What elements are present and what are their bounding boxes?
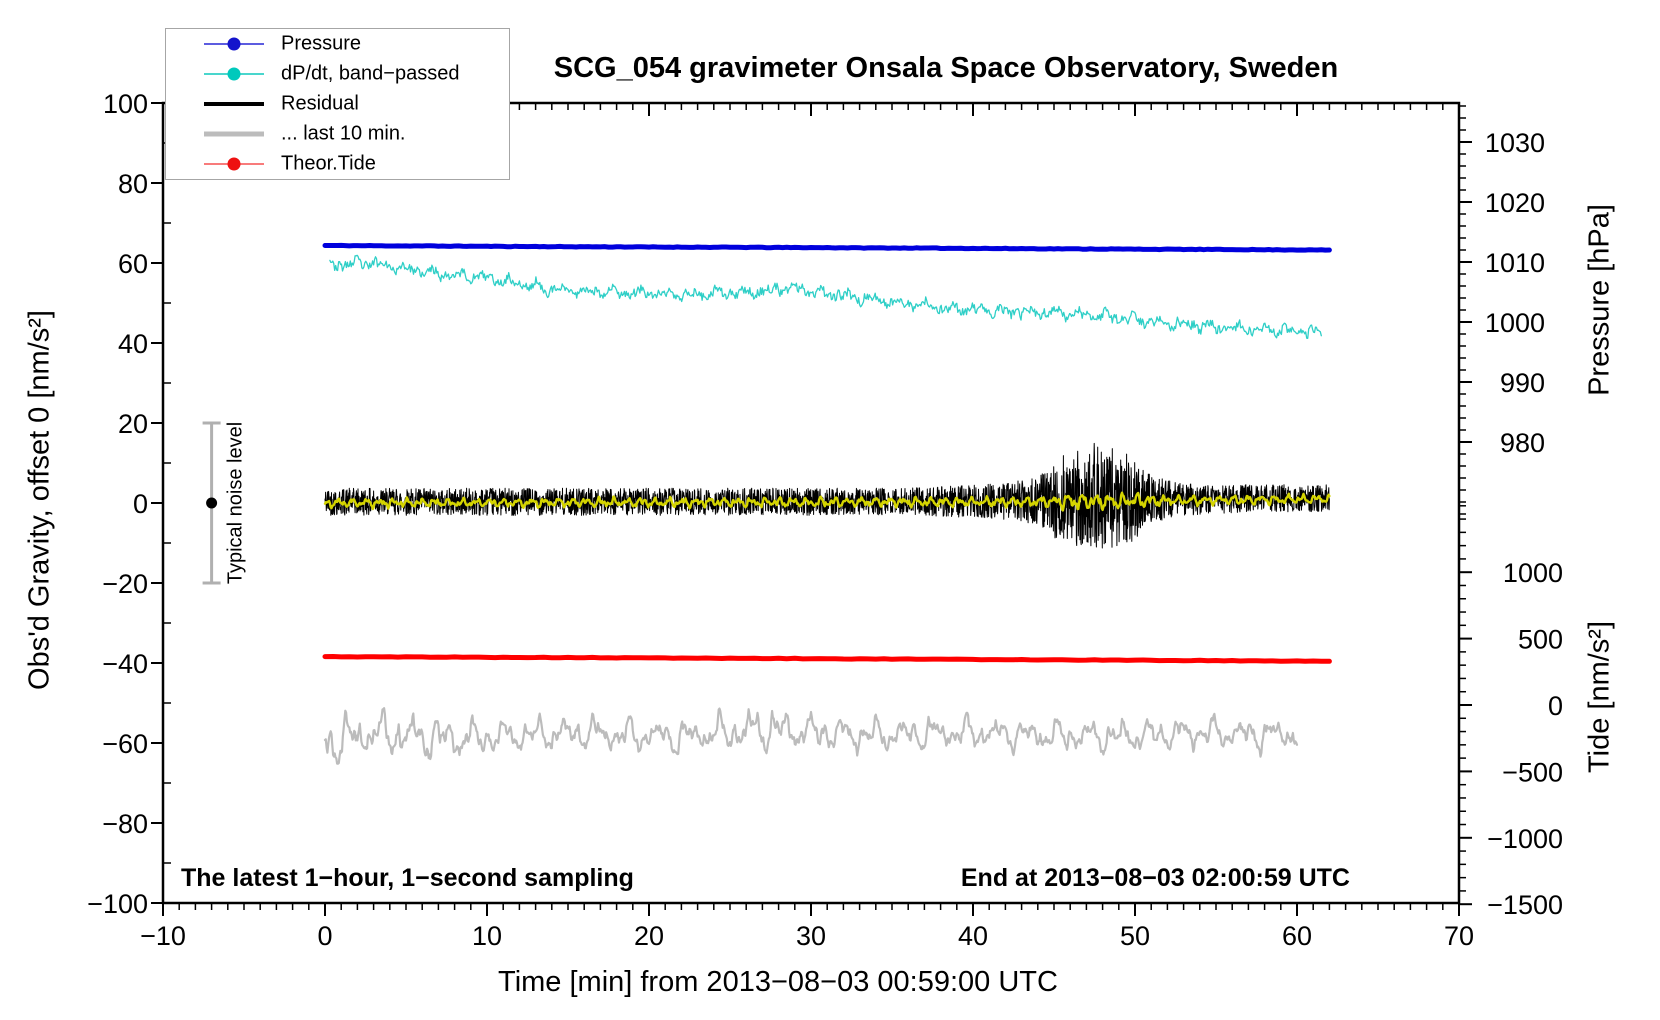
pressure-axis-label: Pressure [hPa] [1583,204,1616,396]
series-theor-tide [322,654,1332,664]
x-axis-label: Time [min] from 2013−08−03 00:59:00 UTC [498,966,1058,998]
legend-item-theortide: Theor.Tide [166,149,509,179]
x-tick-label: 60 [1282,921,1312,951]
legend-item-pressure: Pressure [166,29,509,59]
pressure-line-sample [204,29,264,59]
left-tick-label: −60 [102,729,148,759]
left-tick-label: 100 [103,89,148,119]
legend-item-dpdt: dP/dt, band−passed [166,59,509,89]
series-residual-smooth [323,491,1331,512]
x-tick-label: 70 [1444,921,1474,951]
sampling-note: The latest 1−hour, 1−second sampling [181,864,634,892]
left-tick-label: −80 [102,809,148,839]
x-tick-label: 50 [1120,921,1150,951]
legend-item-label: ... last 10 min. [281,122,406,145]
tide-axis-label: Tide [nm/s²] [1583,620,1616,774]
pressure-tick-label: 1020 [1485,188,1545,218]
legend-item-label: Residual [281,92,359,115]
tide-tick-label: −1000 [1487,824,1563,854]
legend-item-residual: Residual [166,89,509,119]
legend: Pressure dP/dt, band−passed Residual ...… [165,28,510,180]
pressure-tick-label: 980 [1500,428,1545,458]
tide-tick-label: −500 [1502,757,1563,787]
legend-item-label: dP/dt, band−passed [281,62,460,85]
left-axis-label: Obs'd Gravity, offset 0 [nm/s²] [23,310,56,690]
pressure-tick-label: 1010 [1485,248,1545,278]
left-tick-label: −100 [87,889,148,919]
x-tick-label: −10 [140,921,186,951]
left-tick-label: −40 [102,649,148,679]
plot-frame [161,101,1461,905]
residual-line-sample [204,89,264,119]
series-residual [324,442,1330,549]
dpdt-line-sample [204,59,264,89]
tide-tick-label: 1000 [1503,558,1563,588]
legend-item-label: Theor.Tide [281,152,376,175]
x-tick-label: 0 [317,921,332,951]
last10-line-sample [204,119,264,149]
series-dpdt-bandpassed [329,254,1322,340]
left-tick-label: 60 [118,249,148,279]
tide-tick-label: −1500 [1487,890,1563,920]
noise-bar-label: Typical noise level [224,421,247,585]
pressure-tick-label: 1030 [1485,128,1545,158]
x-tick-label: 40 [958,921,988,951]
end-time-note: End at 2013−08−03 02:00:59 UTC [960,864,1350,892]
tide-tick-label: 0 [1548,691,1563,721]
left-tick-label: 40 [118,329,148,359]
legend-item-last10: ... last 10 min. [166,119,509,149]
legend-item-label: Pressure [281,32,362,55]
tide-tick-label: 500 [1518,625,1563,655]
series-last10-residual [323,707,1299,765]
left-tick-label: 20 [118,409,148,439]
left-tick-label: 80 [118,169,148,199]
x-tick-label: 20 [634,921,664,951]
series-pressure [322,242,1332,253]
left-tick-label: 0 [133,489,148,519]
left-tick-label: −20 [102,569,148,599]
noise-bar-dot [206,497,218,509]
pressure-tick-label: 1000 [1485,308,1545,338]
x-tick-label: 30 [796,921,826,951]
x-tick-label: 10 [472,921,502,951]
theortide-line-sample [204,149,264,179]
chart-title: SCG_054 gravimeter Onsala Space Observat… [553,52,1339,84]
pressure-tick-label: 990 [1500,368,1545,398]
